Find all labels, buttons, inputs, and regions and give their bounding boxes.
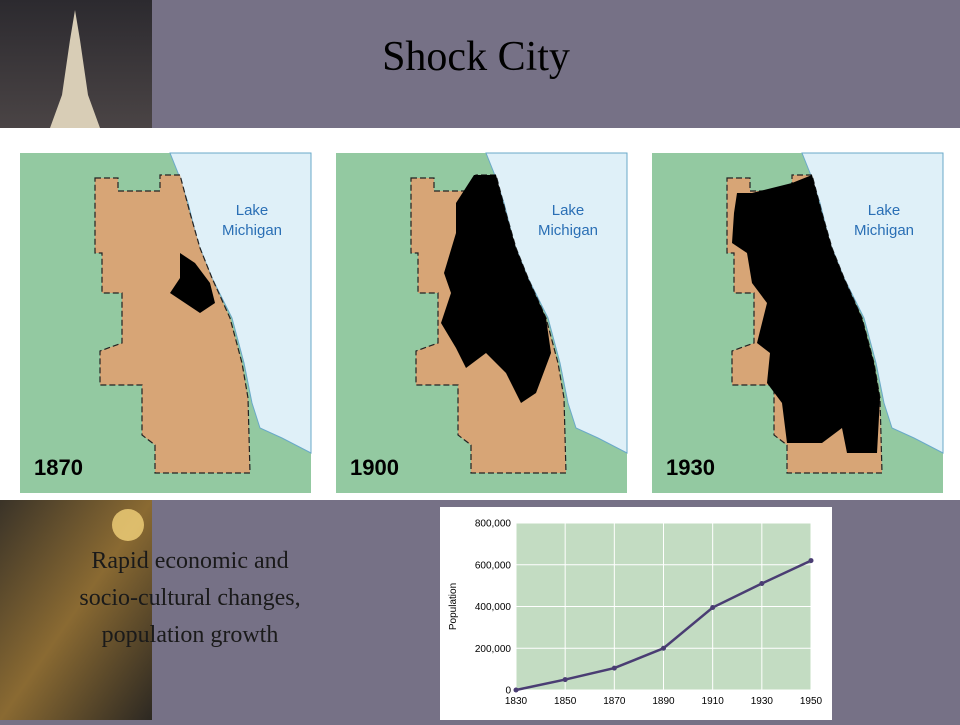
chart: 0 200,000 400,000 600,000 800,000 1830 1850 187… bbox=[448, 519, 823, 708]
lake-label: Michigan bbox=[538, 222, 598, 239]
map-year: 1900 bbox=[350, 455, 399, 480]
lake-label: Lake bbox=[552, 202, 585, 219]
x-tick-label: 1850 bbox=[554, 696, 577, 707]
point bbox=[562, 677, 568, 683]
point bbox=[611, 665, 617, 671]
built-area bbox=[732, 175, 880, 453]
lake bbox=[801, 152, 944, 454]
x-tick-label: 1890 bbox=[652, 696, 675, 707]
title: Shock City bbox=[382, 34, 570, 80]
y-tick-label: 800,000 bbox=[475, 519, 512, 530]
x-tick-label: 1910 bbox=[702, 696, 725, 707]
light bbox=[112, 509, 144, 541]
built-area bbox=[170, 253, 215, 313]
lake-label: Lake bbox=[868, 202, 901, 219]
x-tick-label: 1930 bbox=[751, 696, 774, 707]
point bbox=[710, 605, 716, 611]
lake bbox=[169, 152, 312, 454]
y-tick-label: 400,000 bbox=[475, 602, 512, 613]
tower bbox=[50, 10, 100, 128]
point bbox=[661, 645, 666, 651]
lake-label: Michigan bbox=[222, 222, 282, 239]
built-area bbox=[441, 175, 551, 403]
x-tick-label: 1870 bbox=[603, 696, 626, 707]
point bbox=[513, 687, 519, 693]
point bbox=[759, 581, 765, 587]
map-year: 1930 bbox=[666, 455, 715, 480]
y-tick-label: 200,000 bbox=[475, 644, 512, 655]
map-year: 1870 bbox=[34, 455, 83, 480]
caption-line: population growth bbox=[102, 622, 279, 648]
maps: 1870 Lake Michigan 1900 Lake Michigan 1930 Lake… bbox=[20, 152, 944, 493]
caption-line: Rapid economic and bbox=[91, 548, 288, 574]
y-tick-label: 600,000 bbox=[475, 560, 512, 571]
x-tick-label: 1830 bbox=[505, 696, 528, 707]
y-tick-label: 0 bbox=[505, 686, 511, 697]
lake-label: Michigan bbox=[854, 222, 914, 239]
map: 1900 Lake Michigan bbox=[336, 152, 628, 493]
lake-label: Lake bbox=[236, 202, 269, 219]
map: 1870 Lake Michigan bbox=[20, 152, 312, 493]
point bbox=[808, 558, 814, 564]
city-limits bbox=[94, 174, 251, 474]
map: 1930 Lake Michigan bbox=[652, 152, 944, 493]
y-axis-label: Population bbox=[448, 583, 459, 630]
lake bbox=[485, 152, 628, 454]
x-tick-label: 1950 bbox=[800, 696, 823, 707]
caption-line: socio-cultural changes, bbox=[79, 585, 300, 611]
